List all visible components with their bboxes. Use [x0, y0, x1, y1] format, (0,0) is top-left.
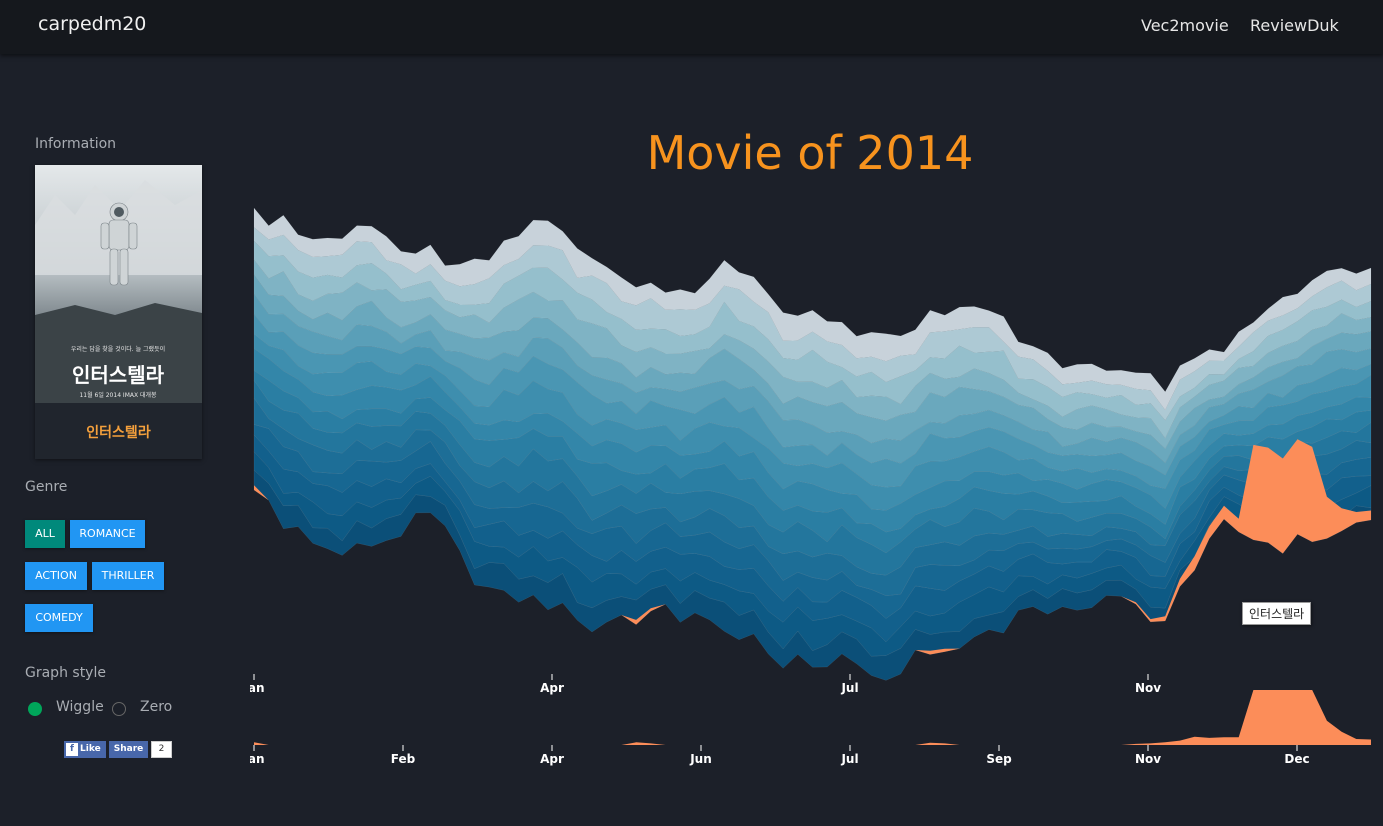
radio-wiggle-label[interactable]: Wiggle — [56, 699, 104, 715]
genre-button-comedy[interactable]: COMEDY — [25, 604, 93, 632]
genre-heading: Genre — [25, 479, 68, 495]
main-axis-tick-label: Nov — [1135, 681, 1161, 695]
series-tooltip: 인터스텔라 — [1242, 602, 1312, 625]
stream-layer[interactable] — [253, 207, 1372, 411]
radio-zero[interactable] — [112, 702, 126, 716]
poster-title: 인터스텔라 — [72, 363, 165, 387]
context-axis-tick-label: Jan — [250, 752, 265, 766]
context-area[interactable] — [254, 690, 1371, 745]
context-axis-tick-label: Sep — [986, 752, 1012, 766]
main-x-axis: Jan Apr Jul Nov — [250, 674, 1161, 695]
nav-link-reviewduk[interactable]: ReviewDuk — [1250, 16, 1339, 35]
context-axis-tick-label: Nov — [1135, 752, 1161, 766]
main-axis-tick-label: Jan — [250, 681, 265, 695]
radio-zero-label[interactable]: Zero — [140, 699, 173, 715]
poster-footer: 11월 6일 2014 IMAX 대개봉 — [79, 391, 157, 399]
information-heading: Information — [35, 136, 117, 152]
like-label: Like — [80, 744, 101, 754]
streamgraph-chart[interactable]: Jan Apr Jul Nov Jan Feb Apr Jun Jul Sep Nov Dec — [250, 190, 1375, 770]
facebook-icon: f — [66, 743, 78, 756]
main-axis-tick-label: Apr — [540, 681, 564, 695]
context-x-axis: Jan Feb Apr Jun Jul Sep Nov Dec — [250, 745, 1310, 766]
context-series-area[interactable] — [254, 690, 1371, 745]
genre-button-romance[interactable]: ROMANCE — [70, 520, 145, 548]
navbar: carpedm20 Vec2movie ReviewDuk — [0, 0, 1383, 54]
genre-button-thriller[interactable]: THRILLER — [92, 562, 164, 590]
movie-title-caption: 인터스텔라 — [86, 425, 151, 441]
graph-style-heading: Graph style — [25, 665, 106, 681]
stream-layers[interactable] — [253, 207, 1372, 681]
genre-button-action[interactable]: ACTION — [25, 562, 87, 590]
main-axis-tick-label: Jul — [840, 681, 858, 695]
nav-link-vec2movie[interactable]: Vec2movie — [1141, 16, 1229, 35]
movie-poster[interactable]: 우리는 답을 찾을 것이다. 늘 그랬듯이 인터스텔라 11월 6일 2014 … — [35, 165, 202, 403]
stream-layer-highlight[interactable] — [254, 439, 1371, 681]
poster-tagline: 우리는 답을 찾을 것이다. 늘 그랬듯이 — [71, 345, 165, 353]
radio-wiggle[interactable] — [28, 702, 42, 716]
movie-info-card[interactable]: 우리는 답을 찾을 것이다. 늘 그랬듯이 인터스텔라 11월 6일 2014 … — [35, 165, 202, 459]
context-axis-tick-label: Apr — [540, 752, 564, 766]
share-count: 2 — [151, 741, 172, 758]
context-axis-tick-label: Jul — [840, 752, 858, 766]
context-axis-tick-label: Dec — [1284, 752, 1309, 766]
facebook-like-button[interactable]: f Like — [64, 741, 106, 758]
chart-title: Movie of 2014 — [646, 126, 974, 180]
context-axis-tick-label: Jun — [689, 752, 712, 766]
brand-link[interactable]: carpedm20 — [38, 13, 147, 35]
facebook-share-button[interactable]: Share — [109, 741, 148, 758]
genre-button-all[interactable]: ALL — [25, 520, 65, 548]
context-axis-tick-label: Feb — [391, 752, 416, 766]
